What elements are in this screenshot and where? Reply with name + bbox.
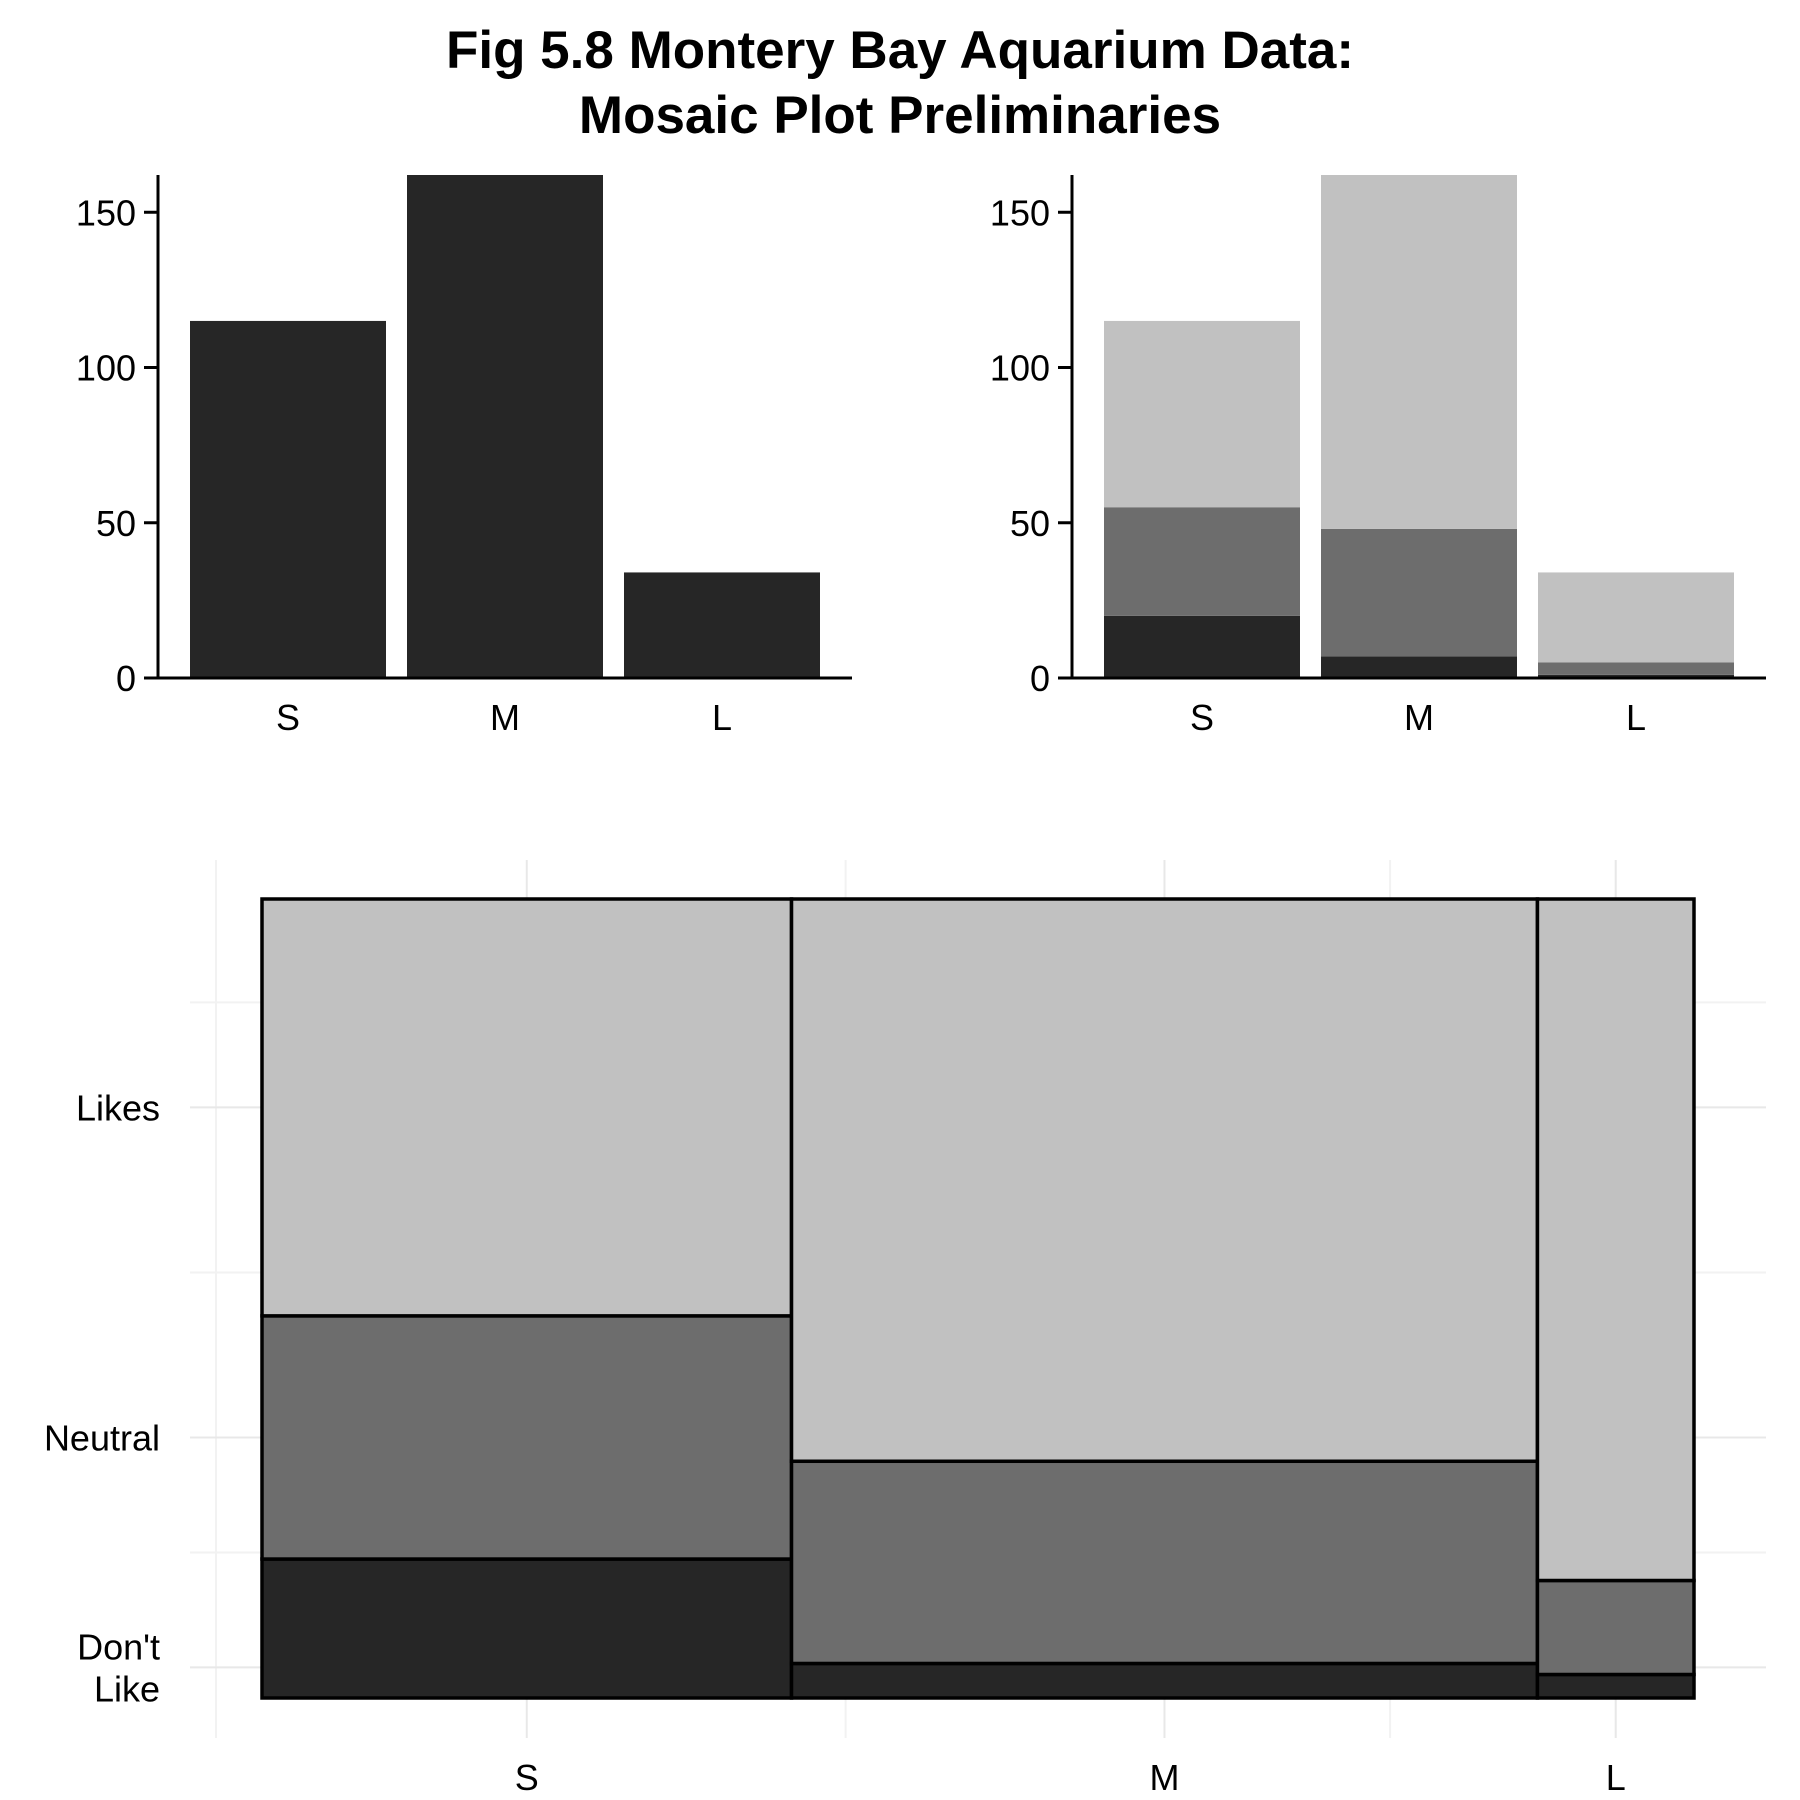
totals-bar-M xyxy=(407,175,603,678)
stacked-y-tick-label: 100 xyxy=(990,348,1050,389)
stacked-x-tick-label: L xyxy=(1626,697,1646,738)
stacked-bar-L-level-1 xyxy=(1538,662,1734,675)
stacked-x-tick-label: S xyxy=(1190,697,1214,738)
mosaic-tile-M-level-2 xyxy=(789,897,1540,1464)
mosaic-y-tick-label: Don't Like xyxy=(77,1626,160,1709)
mosaic-tile-L-level-2 xyxy=(1535,897,1696,1583)
stacked-y-tick-label: 0 xyxy=(1030,658,1050,699)
totals-bar-S xyxy=(190,320,386,678)
stacked-y-tick-label: 50 xyxy=(1010,503,1050,544)
totals-x-tick-label: S xyxy=(276,697,300,738)
totals-x-tick-label: L xyxy=(712,697,732,738)
mosaic-y-tick-label-line: Like xyxy=(94,1668,160,1709)
mosaic-tile-M-level-0 xyxy=(789,1661,1540,1700)
mosaic-y-tick-label-line: Neutral xyxy=(44,1417,160,1458)
totals-y-tick-label: 150 xyxy=(76,192,136,233)
stacked-bar-L-level-2 xyxy=(1538,572,1734,663)
stacked-bar-chart: S M L 0 50 100 150 xyxy=(990,175,1766,738)
mosaic-x-tick-label: M xyxy=(1149,1757,1179,1798)
mosaic-tile-S-level-0 xyxy=(260,1557,794,1700)
totals-y-tick-label: 50 xyxy=(96,503,136,544)
mosaic-tile-L-level-0 xyxy=(1535,1672,1696,1700)
mosaic-y-tick-label: Likes xyxy=(76,1087,160,1128)
chart-title: Fig 5.8 Montery Bay Aquarium Data: Mosai… xyxy=(0,18,1800,148)
mosaic-tile-L-level-1 xyxy=(1535,1578,1696,1677)
mosaic-y-tick-label: Neutral xyxy=(44,1417,160,1458)
totals-y-tick-label: 0 xyxy=(116,658,136,699)
mosaic-plot: S M L Don't Like Neutral Likes xyxy=(44,860,1766,1798)
stacked-bar-S-level-0 xyxy=(1104,615,1300,678)
stacked-bar-L-level-0 xyxy=(1538,674,1734,678)
stacked-bar-S-level-1 xyxy=(1104,507,1300,616)
mosaic-y-tick-label-line: Likes xyxy=(76,1087,160,1128)
stacked-bar-M-level-1 xyxy=(1321,528,1517,657)
stacked-y-tick-label: 150 xyxy=(990,192,1050,233)
bar-chart-totals: S M L 0 50 100 150 xyxy=(76,175,852,738)
totals-bar-L xyxy=(624,572,820,678)
totals-x-tick-label: M xyxy=(490,697,520,738)
stacked-bar-M-level-0 xyxy=(1321,656,1517,678)
totals-y-tick-label: 100 xyxy=(76,348,136,389)
mosaic-x-tick-label: S xyxy=(515,1757,539,1798)
mosaic-x-tick-label: L xyxy=(1606,1757,1626,1798)
stacked-bar-M-level-2 xyxy=(1321,175,1517,529)
title-line-2: Mosaic Plot Preliminaries xyxy=(578,86,1222,145)
title-line-1: Fig 5.8 Montery Bay Aquarium Data: xyxy=(445,21,1355,80)
stacked-bar-S-level-2 xyxy=(1104,320,1300,508)
mosaic-tile-S-level-2 xyxy=(260,897,794,1318)
mosaic-tile-S-level-1 xyxy=(260,1314,794,1561)
stacked-x-tick-label: M xyxy=(1404,697,1434,738)
mosaic-tile-M-level-1 xyxy=(789,1459,1540,1666)
mosaic-y-tick-label-line: Don't xyxy=(77,1626,160,1667)
